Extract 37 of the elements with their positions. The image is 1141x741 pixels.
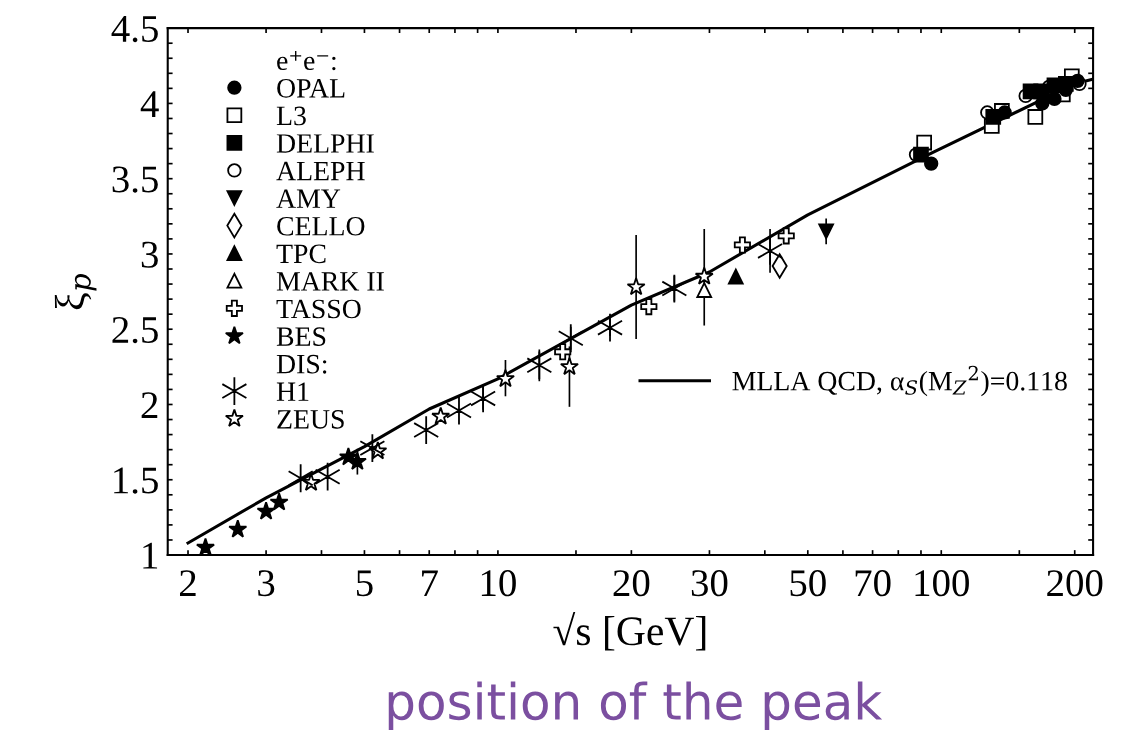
- x-tick-label: 200: [1047, 570, 1103, 597]
- x-tick-label: 30: [691, 570, 728, 597]
- text: position of the peak: [388, 681, 883, 730]
- y-tick-label: 3.5: [112, 166, 158, 193]
- x-tick-label: 100: [915, 570, 969, 597]
- y-tick-label: 2.5: [112, 316, 158, 344]
- legend-label: L3: [276, 106, 306, 126]
- legend-label: BES: [276, 327, 326, 346]
- y-axis-title: ξ$_{p}$: [54, 274, 97, 310]
- y-tick-label: 3: [141, 241, 158, 268]
- y-tick-label: 1: [143, 542, 158, 569]
- annotation: DIS:: [276, 354, 327, 374]
- x-tick-label: 50: [790, 570, 826, 597]
- legend-label: ALEPH: [276, 161, 365, 181]
- x-tick-label: 5: [356, 570, 373, 597]
- legend-label: CELLO: [277, 216, 365, 236]
- annotation: e⁺e⁻:: [277, 51, 336, 71]
- x-tick-label: 10: [481, 570, 516, 597]
- legend-label: H1: [276, 382, 309, 401]
- legend-label: DELPHI: [276, 134, 374, 153]
- x-tick-label: 2: [180, 570, 196, 596]
- y-tick-label: 1.5: [114, 467, 158, 494]
- y-tick-label: 2: [141, 392, 158, 418]
- legend-label: TPC: [276, 244, 326, 264]
- x-axis-title: √s [GeV]: [553, 611, 706, 651]
- legend-label: MLLA QCD, α$_{S}$(M$_{Z}$$^{2}$)=0.118: [732, 365, 1067, 397]
- x-tick-label: 3: [258, 570, 275, 597]
- legend-label: AMY: [276, 189, 341, 208]
- x-tick-label: 70: [855, 570, 891, 597]
- legend-label: TASSO: [276, 299, 361, 319]
- x-tick-label: 20: [613, 570, 650, 597]
- y-tick-label: 4: [140, 91, 159, 117]
- legend-label: OPAL: [277, 79, 345, 98]
- legend-label: MARK II: [276, 272, 384, 291]
- y-tick-label: 4.5: [111, 16, 158, 43]
- legend-label: ZEUS: [277, 410, 344, 429]
- x-tick-label: 7: [422, 570, 438, 596]
